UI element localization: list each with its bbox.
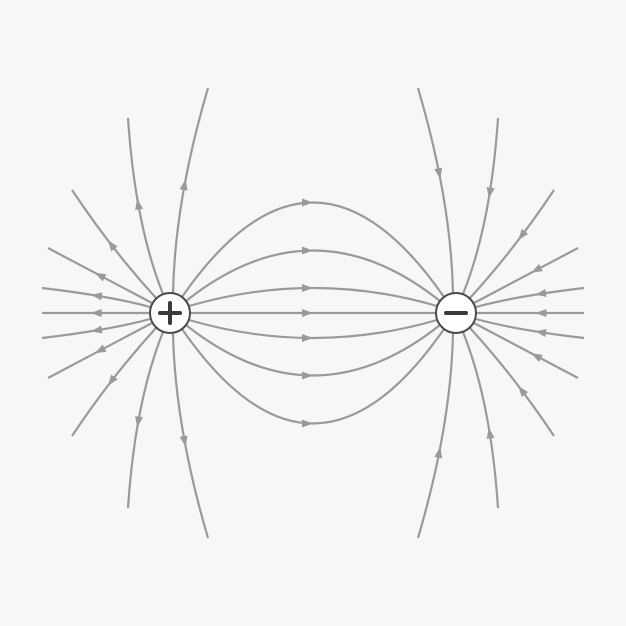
positive-charge bbox=[150, 293, 190, 333]
dipole-field-diagram bbox=[0, 0, 626, 626]
negative-charge bbox=[436, 293, 476, 333]
